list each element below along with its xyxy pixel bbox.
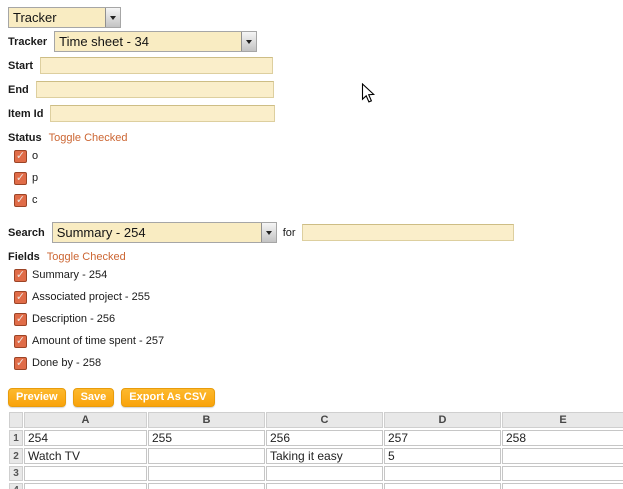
spreadsheet-cell[interactable] [148,483,265,489]
spreadsheet-cell[interactable] [24,483,147,489]
field-checkbox-checked-icon[interactable]: ✓ [14,334,27,348]
row-number[interactable]: 3 [9,466,23,481]
field-option-row: ✓ Associated project - 255 [14,290,623,304]
fields-toggle-checked-link[interactable]: Toggle Checked [46,250,126,263]
column-header[interactable]: C [266,412,383,428]
status-option-label: o [32,150,39,162]
field-option-label: Amount of time spent - 257 [32,335,165,347]
save-button[interactable]: Save [72,388,115,407]
spreadsheet-cell[interactable] [148,448,265,464]
spreadsheet-cell[interactable] [266,466,383,481]
column-header[interactable]: A [24,412,147,428]
table-row: 2 Watch TV Taking it easy 5 [9,448,623,464]
item-id-label: Item Id [8,107,44,120]
tracker-type-select[interactable]: Tracker [8,7,121,28]
column-header[interactable]: D [384,412,501,428]
field-option-row: ✓ Description - 256 [14,312,623,326]
search-field-select-value: Summary - 254 [56,225,146,240]
row-number[interactable]: 2 [9,448,23,464]
field-option-row: ✓ Done by - 258 [14,356,623,370]
status-option-label: c [32,194,38,206]
status-option-label: p [32,172,39,184]
tracker-select-value: Time sheet - 34 [59,34,149,49]
fields-label: Fields [8,250,40,263]
tracker-type-select-value: Tracker [13,10,57,25]
search-query-input[interactable] [301,224,514,241]
end-label: End [8,83,29,96]
field-option-label: Done by - 258 [32,357,102,369]
row-number[interactable]: 1 [9,430,23,446]
search-field-select[interactable]: Summary - 254 [51,222,277,243]
spreadsheet-cell[interactable] [266,483,383,489]
field-checkbox-checked-icon[interactable]: ✓ [14,290,27,304]
spreadsheet-cell[interactable]: Watch TV [24,448,147,464]
item-id-input[interactable] [50,105,276,122]
spreadsheet-cell[interactable] [384,483,501,489]
status-toggle-checked-link[interactable]: Toggle Checked [48,131,128,144]
field-option-label: Summary - 254 [32,269,108,281]
status-label: Status [8,131,42,144]
table-row: 1 254 255 256 257 258 [9,430,623,446]
status-option-row: ✓ p [14,171,623,185]
start-label: Start [8,59,34,72]
field-option-row: ✓ Summary - 254 [14,268,623,282]
spreadsheet-cell[interactable] [384,466,501,481]
table-row: 4 [9,483,623,489]
chevron-down-icon[interactable] [260,223,276,242]
chevron-down-icon[interactable] [105,8,120,27]
status-checkbox-checked-icon[interactable]: ✓ [14,171,27,185]
fields-options-list: ✓ Summary - 254 ✓ Associated project - 255 ✓… [8,268,623,370]
field-checkbox-checked-icon[interactable]: ✓ [14,312,27,326]
status-option-row: ✓ o [14,149,623,163]
spreadsheet-cell[interactable]: 5 [384,448,501,464]
column-header[interactable]: E [502,412,623,428]
spreadsheet-cell[interactable] [502,448,623,464]
spreadsheet-cell[interactable]: 258 [502,430,623,446]
spreadsheet-cell[interactable]: 255 [148,430,265,446]
tracker-select[interactable]: Time sheet - 34 [54,31,258,52]
export-csv-button[interactable]: Export As CSV [121,388,215,407]
spreadsheet-corner-cell[interactable] [9,412,23,428]
table-row: 3 [9,466,623,481]
spreadsheet-cell[interactable] [148,466,265,481]
spreadsheet-cell[interactable] [502,483,623,489]
preview-button[interactable]: Preview [8,388,66,407]
spreadsheet-cell[interactable]: 256 [266,430,383,446]
row-number[interactable]: 4 [9,483,23,489]
spreadsheet-cell[interactable]: 254 [24,430,147,446]
status-option-row: ✓ c [14,193,623,207]
search-label: Search [8,226,45,239]
tracker-label: Tracker [8,35,48,48]
status-checkbox-checked-icon[interactable]: ✓ [14,193,27,207]
start-input[interactable] [40,57,274,74]
end-input[interactable] [35,81,274,98]
field-option-row: ✓ Amount of time spent - 257 [14,334,623,348]
field-option-label: Description - 256 [32,313,116,325]
spreadsheet-cell[interactable] [24,466,147,481]
spreadsheet-cell[interactable]: 257 [384,430,501,446]
status-options-list: ✓ o ✓ p ✓ c [8,149,623,207]
field-checkbox-checked-icon[interactable]: ✓ [14,356,27,370]
field-option-label: Associated project - 255 [32,291,151,303]
chevron-down-icon[interactable] [241,32,257,51]
status-checkbox-checked-icon[interactable]: ✓ [14,149,27,163]
column-header[interactable]: B [148,412,265,428]
spreadsheet-cell[interactable]: Taking it easy [266,448,383,464]
for-label: for [282,226,296,239]
spreadsheet-cell[interactable] [502,466,623,481]
field-checkbox-checked-icon[interactable]: ✓ [14,268,27,282]
